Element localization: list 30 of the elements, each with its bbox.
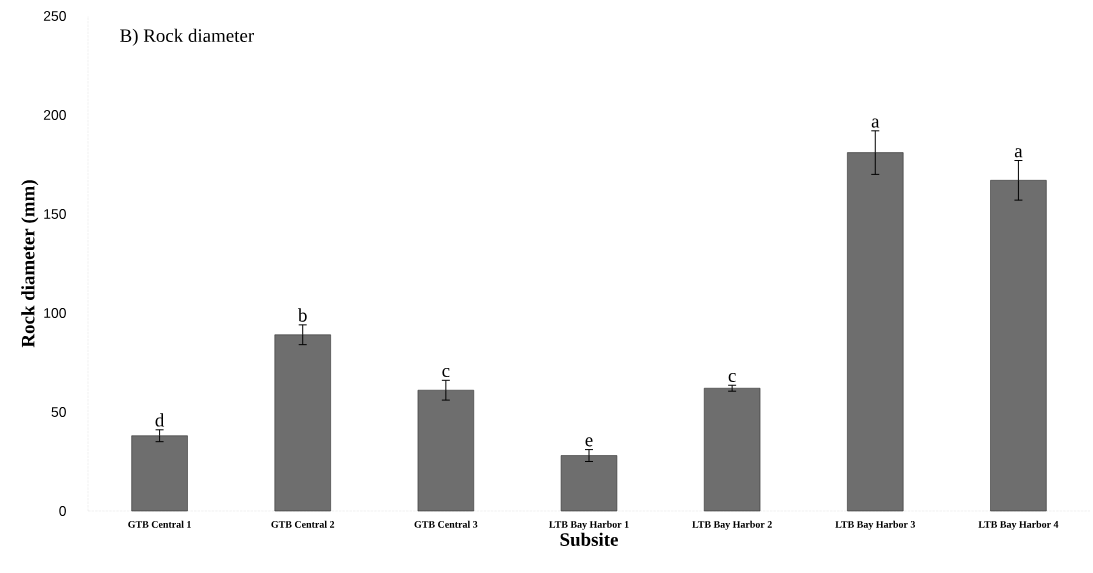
annotation: c [728, 372, 736, 383]
bar [560, 455, 618, 512]
bar [990, 180, 1047, 512]
x-tick-label: GTB Central 2 [271, 520, 335, 528]
bar [274, 334, 331, 512]
x-axis-title: Subsite [560, 532, 618, 547]
text: B) Rock diameter [120, 28, 254, 46]
x-tick-label: LTB Bay Harbor 1 [549, 520, 629, 530]
x-tick-label: GTB Central 1 [128, 520, 191, 528]
y-tick-label: 100 [44, 308, 66, 318]
bar [131, 435, 188, 512]
annotation: e [585, 437, 593, 447]
y-tick-label: 50 [51, 407, 66, 417]
x-tick-label: LTB Bay Harbor 4 [978, 520, 1059, 530]
y-tick-label: 250 [43, 11, 66, 21]
annotation: c [442, 368, 450, 378]
bar [417, 389, 475, 512]
y-tick-label: 0 [59, 506, 66, 516]
bar [703, 387, 761, 512]
y-tick-label: 200 [43, 110, 66, 120]
y-axis-title: Rock diameter (mm) [21, 180, 39, 348]
annotation: b [297, 308, 307, 322]
x-tick-label: GTB Central 3 [414, 520, 478, 528]
y-tick-label: 150 [44, 209, 66, 219]
x-tick-label: LTB Bay Harbor 3 [835, 520, 916, 530]
x-tick-label: LTB Bay Harbor 2 [692, 520, 772, 530]
annotation: d [155, 413, 165, 427]
annotation: a [871, 118, 880, 128]
bar [847, 152, 904, 512]
annotation: a [1014, 148, 1023, 158]
